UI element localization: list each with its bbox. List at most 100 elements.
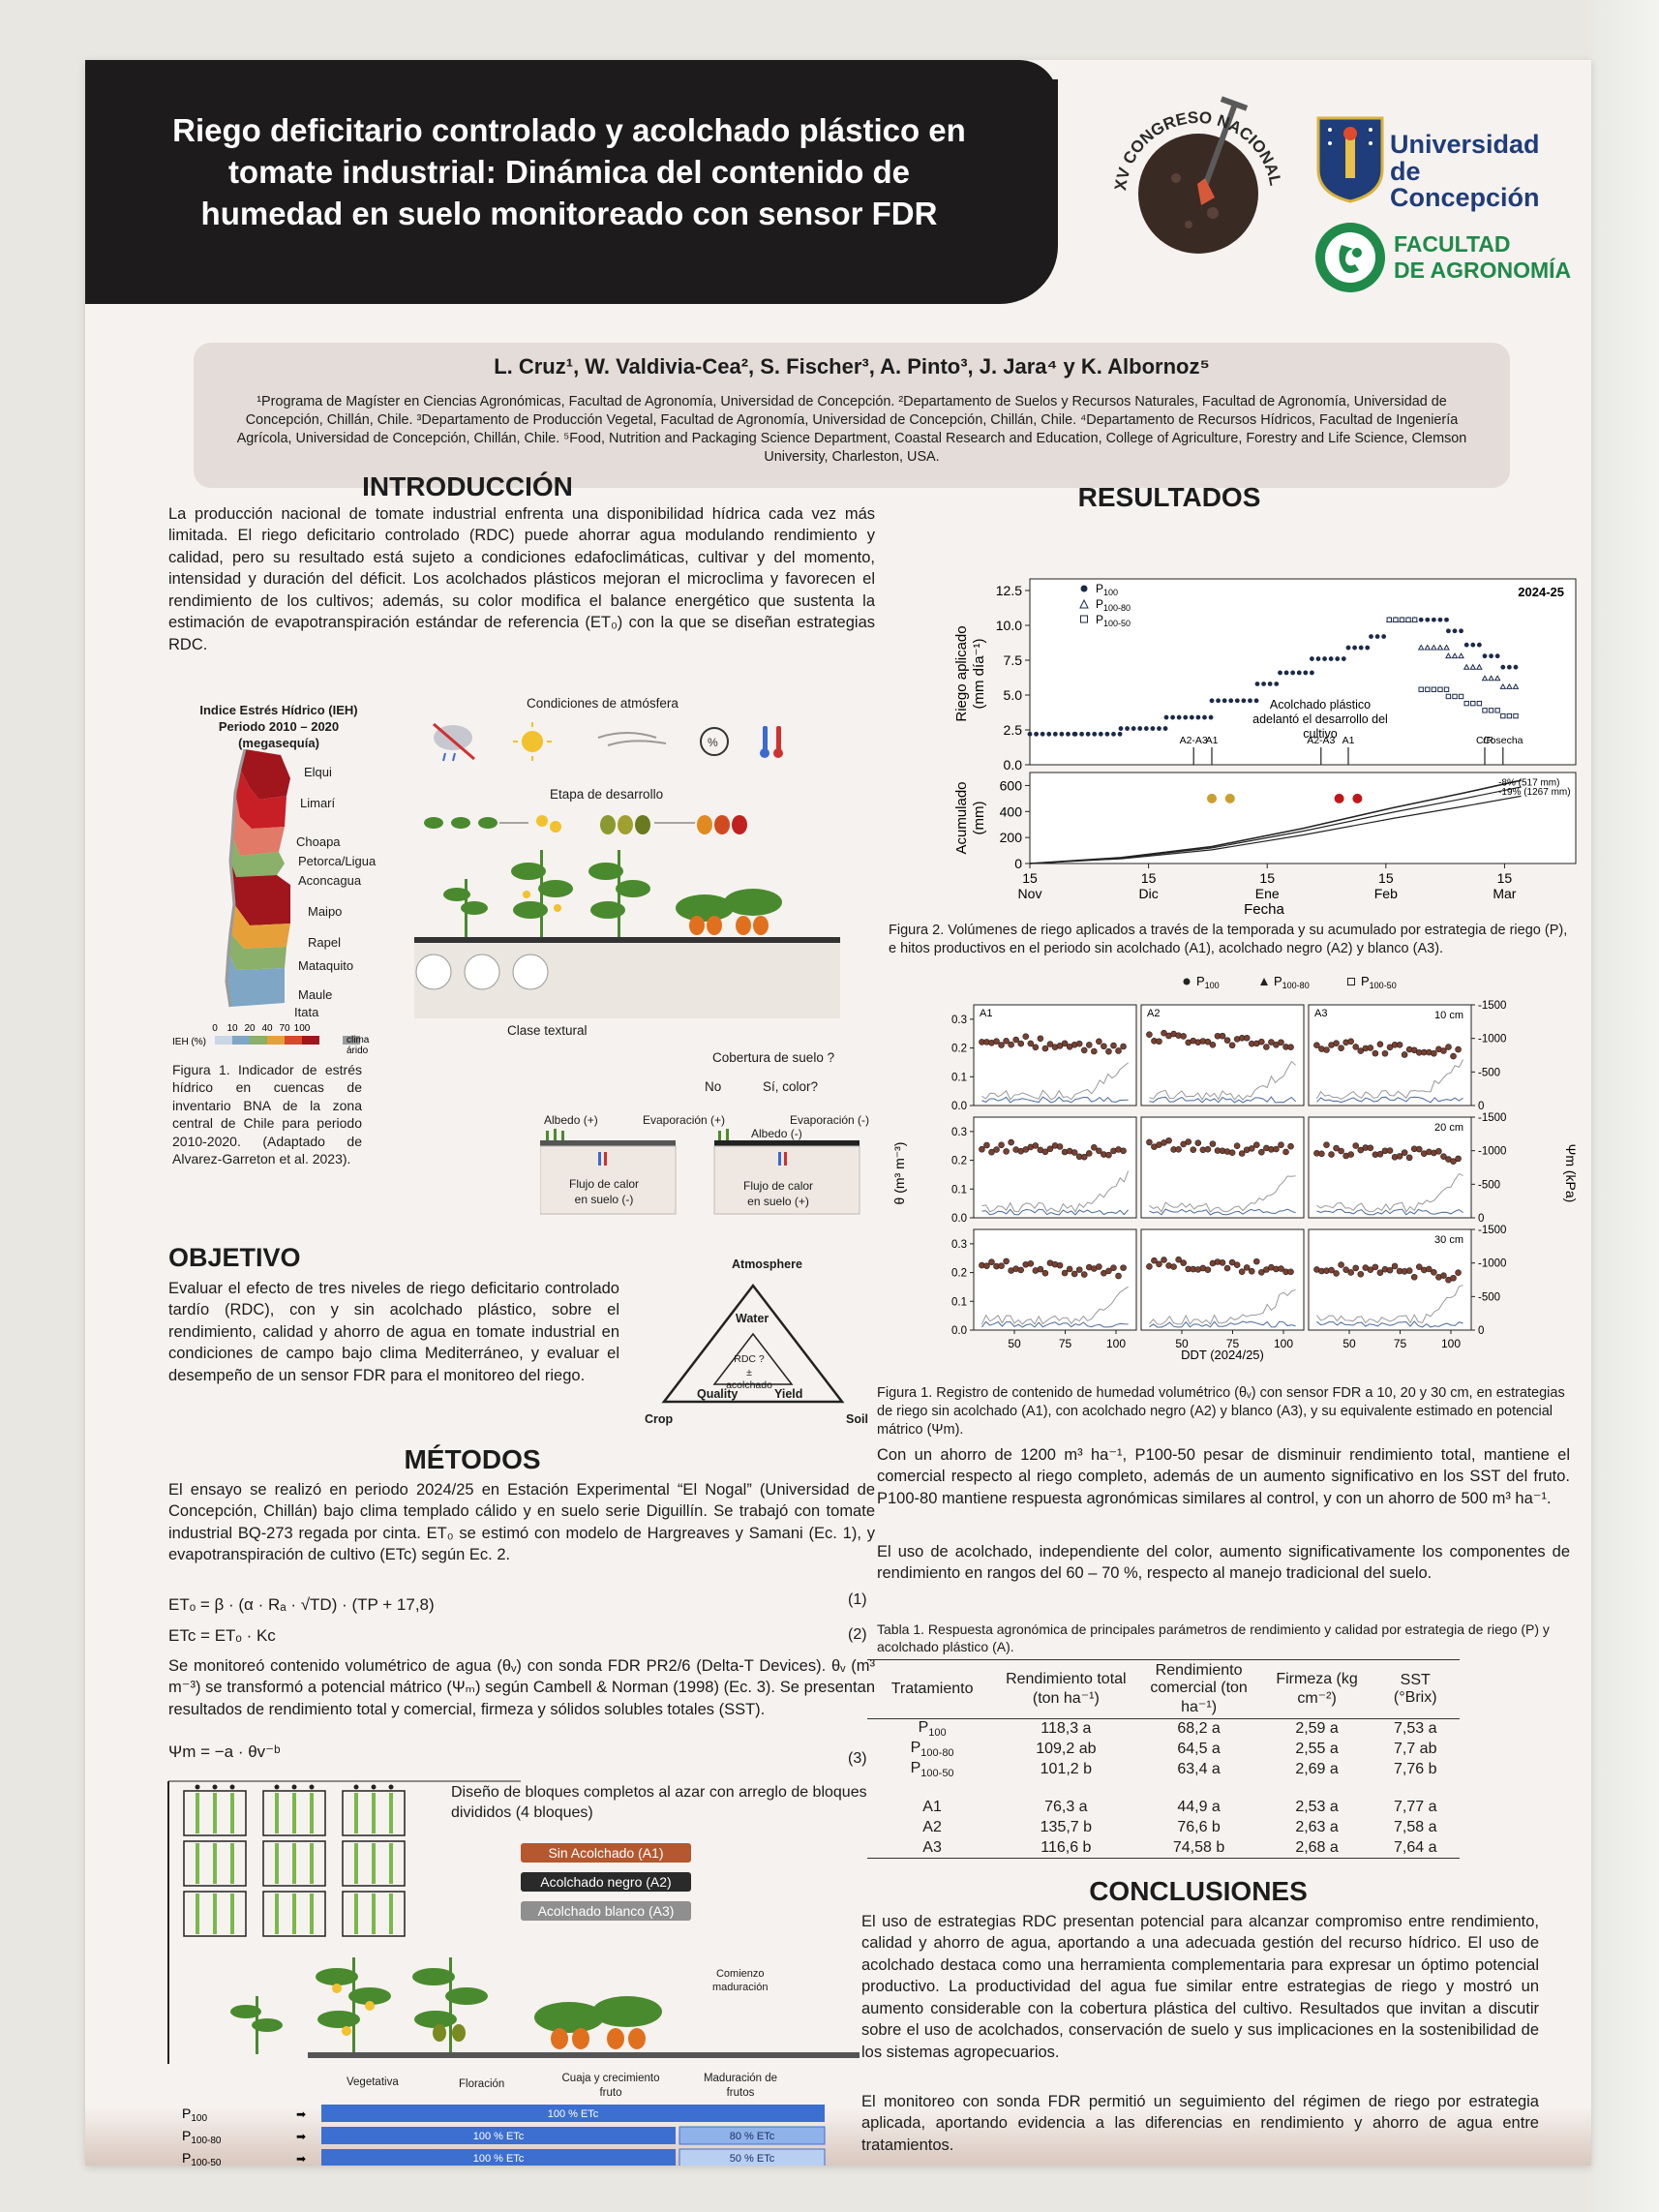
data-point <box>1296 670 1302 676</box>
equation-2-number: (2) <box>848 1626 867 1643</box>
y-tick-label: 0 <box>1014 856 1022 871</box>
triangle-rdc: RDC ? ± acolchado <box>724 1353 774 1393</box>
data-point <box>1234 698 1240 704</box>
plot-block <box>342 1840 406 1887</box>
data-point <box>1446 628 1451 634</box>
theta-point <box>1080 1153 1088 1161</box>
theta-point <box>1386 1147 1394 1154</box>
legend-label-sub: 100 <box>1205 981 1220 990</box>
tomato-plant-icon <box>230 1957 662 2054</box>
shovel-blade <box>1197 178 1215 205</box>
ieh-arid-label: árido <box>347 1045 369 1056</box>
theta-point <box>1401 1149 1408 1156</box>
rain-cloud-icon <box>433 722 475 762</box>
arrow-icon: ➡ <box>296 2107 306 2121</box>
data-point <box>1365 645 1371 651</box>
plot-row <box>310 1894 314 1934</box>
data-point <box>1072 731 1078 737</box>
data-point <box>1506 682 1513 689</box>
table-cell: 2,53 a <box>1295 1799 1339 1815</box>
theta-point <box>1194 1139 1202 1146</box>
bar-full <box>321 2149 676 2166</box>
resultados-para1: Con un ahorro de 1200 m³ ha⁻¹, P100-50 p… <box>877 1446 1570 1507</box>
psi-line <box>1149 1096 1296 1104</box>
fruit-icon <box>1334 793 1344 803</box>
theta-point <box>1105 1267 1112 1275</box>
data-point <box>1310 670 1314 676</box>
sensor-dot <box>309 1784 315 1790</box>
humidity-icon: % <box>700 727 729 756</box>
milestone-label: A1 <box>1206 735 1219 746</box>
data-point <box>1189 714 1194 720</box>
psi-line <box>981 1208 1129 1216</box>
data-point <box>1162 726 1168 731</box>
data-point <box>1481 675 1489 682</box>
moisture-panel <box>1308 1116 1472 1219</box>
theta-point <box>1367 1266 1374 1273</box>
soil-dot <box>1171 173 1181 183</box>
udec-logo: Universidad de Concepción <box>1312 114 1574 211</box>
theta-point <box>1085 1150 1093 1157</box>
legend-label-sub: 100-50 <box>1103 619 1131 628</box>
y-tick-label: 0.2 <box>951 1268 967 1280</box>
table-caption: Tabla 1. Respuesta agronómica de princip… <box>877 1621 1550 1655</box>
theta-point <box>1323 1046 1330 1053</box>
data-point <box>1183 714 1189 720</box>
x-tick-label: 15 <box>1259 870 1275 886</box>
basin-label: Limarí <box>300 796 336 810</box>
soil-dot <box>1207 207 1219 219</box>
theta-point <box>1091 1144 1098 1151</box>
psi-line <box>1316 1208 1463 1216</box>
y-axis-right-label: Ψm (kPa) <box>1563 1144 1579 1203</box>
data-point <box>1437 617 1443 622</box>
atmos-icons: % <box>433 722 783 762</box>
chart-annotation: cultivo <box>1303 727 1337 741</box>
data-point <box>1202 714 1207 720</box>
psi-line <box>981 1062 1129 1101</box>
y-tick-label: 0 <box>1478 1325 1484 1337</box>
moisture-panel <box>973 1116 1137 1219</box>
theta-point <box>1333 1270 1340 1277</box>
affiliation-line: University, Charleston, USA. <box>764 449 940 466</box>
data-point <box>1431 617 1436 622</box>
sensor-dot <box>353 1784 359 1790</box>
data-point <box>1241 698 1247 704</box>
theta-point <box>1151 1257 1158 1264</box>
legend-label-p: P <box>1096 597 1103 611</box>
theta-point <box>1278 1039 1284 1046</box>
data-point <box>1117 731 1123 737</box>
table-treatment-cell: A3 <box>867 1837 998 1859</box>
table-cell: 7,64 a <box>1371 1837 1460 1859</box>
theta-point <box>1287 1142 1294 1150</box>
albedo-plus-label: Albedo (+) <box>544 1113 598 1127</box>
bar-late-text: 50 % ETc <box>730 2153 775 2165</box>
theta-point <box>1037 1035 1044 1043</box>
theta-point <box>1450 1274 1457 1282</box>
theta-point <box>998 1042 1005 1048</box>
x-tick-label: 15 <box>1378 870 1394 886</box>
bar-label-sub: 100 <box>191 2113 207 2124</box>
theta-point <box>1347 1269 1354 1276</box>
psi-line <box>981 1170 1130 1213</box>
data-point <box>1125 726 1130 731</box>
table-header: Rendimiento comercial (ton ha⁻¹) <box>1134 1659 1263 1719</box>
metodos-text2: Se monitoreó contenido volumétrico de ag… <box>168 1657 875 1718</box>
psi-line <box>1149 1175 1296 1213</box>
table-header: Tratamiento <box>867 1659 998 1719</box>
theta-point <box>1071 1149 1078 1156</box>
plot-block <box>342 1790 406 1836</box>
table-cell: 7,77 a <box>1393 1799 1437 1815</box>
moisture-panel <box>973 1228 1137 1331</box>
psi-line <box>1149 1060 1296 1101</box>
conclusiones-text2: El monitoreo con sonda FDR permitió un s… <box>861 2093 1539 2154</box>
theta-point <box>1258 1038 1265 1045</box>
plot-row <box>230 1894 234 1934</box>
basin-label: Choapa <box>296 834 341 849</box>
theta-point <box>1282 1148 1289 1156</box>
shovel-handle <box>1202 105 1237 188</box>
albedo-minus-label: Albedo (-) <box>751 1127 802 1140</box>
theta-point <box>993 1146 1000 1153</box>
data-point <box>1253 698 1259 704</box>
ieh-scale-swatch <box>267 1036 285 1045</box>
table-row: A2 135,7 b 76,6 b 2,63 a 7,58 a <box>867 1818 1460 1838</box>
